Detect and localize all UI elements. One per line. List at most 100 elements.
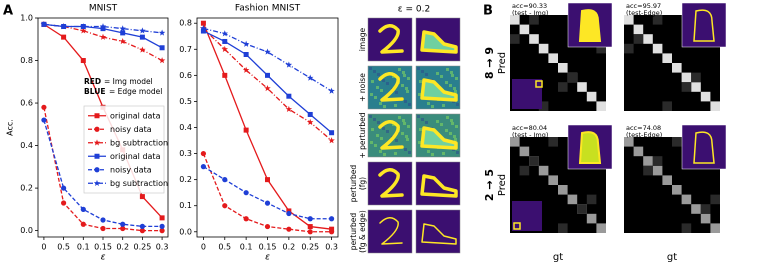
marker	[243, 127, 249, 133]
y-tick-label: 0.0	[20, 226, 33, 235]
noise-speckle	[442, 152, 445, 155]
marker	[286, 210, 292, 217]
row-label: (fg & edge)	[358, 210, 367, 253]
marker	[307, 216, 313, 222]
sample-shape	[379, 217, 403, 245]
noise-speckle	[421, 118, 424, 121]
noise-speckle	[392, 75, 395, 78]
noise-speckle	[398, 116, 401, 119]
marker	[158, 29, 166, 36]
marker	[307, 224, 313, 230]
noise-speckle	[379, 102, 382, 105]
noise-speckle	[406, 138, 409, 141]
matrix-diagonal	[710, 223, 720, 233]
marker	[264, 200, 271, 206]
noise-speckle	[417, 67, 420, 70]
matrix-cell	[529, 156, 539, 166]
marker	[264, 48, 271, 55]
y-tick-label: 0.0	[179, 227, 192, 236]
y-tick-label: 1.0	[20, 14, 33, 23]
matrix-cell	[633, 34, 644, 44]
marker	[328, 229, 335, 235]
noise-speckle	[370, 141, 373, 144]
marker	[120, 225, 126, 232]
noise-speckle	[377, 121, 380, 124]
accuracy-label: acc=95.97	[626, 2, 661, 10]
y-tick-label: 0.4	[20, 141, 33, 150]
x-tick-label: 0.1	[240, 243, 253, 252]
test-label: (test-Edge)	[626, 131, 662, 139]
marker	[93, 139, 101, 146]
marker	[80, 27, 87, 34]
noise-speckle	[405, 87, 408, 90]
marker	[139, 223, 145, 229]
noise-speckle	[383, 105, 386, 108]
marker	[159, 215, 165, 221]
x-tick-label: 0.2	[116, 243, 129, 252]
noise-speckle	[455, 125, 458, 128]
marker	[119, 25, 126, 32]
marker	[41, 104, 47, 110]
noise-speckle	[382, 127, 385, 130]
noise-speckle	[404, 100, 407, 103]
sample-shape	[420, 30, 458, 54]
matrix-diagonal	[538, 165, 549, 176]
row-label: (fg)	[358, 177, 367, 190]
noise-speckle	[442, 104, 445, 107]
inset-shape	[693, 9, 715, 42]
marker	[286, 226, 292, 232]
sample-shape	[378, 24, 404, 54]
noise-speckle	[408, 103, 411, 106]
noise-speckle	[392, 123, 395, 126]
matrix-cell	[529, 15, 539, 25]
marker	[328, 87, 335, 94]
x-tick-label: 0.15	[94, 243, 112, 252]
x-tick-label: 0.25	[301, 243, 319, 252]
annotation: RED	[84, 77, 101, 86]
marker	[286, 93, 292, 99]
matrix-diagonal	[519, 146, 530, 157]
noise-speckle	[454, 138, 457, 141]
marker	[41, 117, 47, 123]
noise-speckle	[373, 70, 376, 73]
matrix-diagonal	[586, 213, 597, 224]
matrix-diagonal	[700, 213, 711, 224]
marker	[286, 208, 292, 214]
marker	[100, 26, 106, 32]
noise-speckle	[395, 91, 398, 94]
x-tick-label: 0.3	[156, 243, 169, 252]
marker	[61, 200, 67, 206]
noise-speckle	[427, 150, 430, 153]
sample-shape	[421, 223, 457, 245]
y-tick-label: 0.2	[179, 175, 192, 184]
matrix-diagonal	[558, 63, 568, 73]
noise-speckle	[455, 77, 458, 80]
legend-label: bg subtraction	[110, 138, 168, 147]
noise-speckle	[436, 72, 439, 75]
legend-label: noisy data	[110, 125, 152, 134]
matrix-diagonal	[624, 15, 634, 25]
noise-speckle	[403, 74, 406, 77]
sample-shape	[420, 174, 458, 198]
noise-speckle	[449, 84, 452, 87]
noise-speckle	[445, 81, 448, 84]
matrix-diagonal	[700, 91, 711, 102]
y-tick-label: 0.2	[20, 184, 33, 193]
marker	[94, 126, 100, 132]
marker	[80, 221, 86, 227]
marker	[265, 72, 270, 78]
marker	[222, 177, 228, 183]
matrix-diagonal	[691, 204, 701, 214]
noise-speckle	[394, 152, 397, 155]
marker	[328, 216, 335, 222]
noise-speckle	[376, 86, 379, 89]
marker	[100, 217, 106, 223]
transition-label: 2 → 5	[483, 169, 496, 201]
matrix-diagonal	[681, 194, 692, 205]
panel-label: B	[483, 4, 493, 19]
marker	[94, 113, 100, 119]
noise-speckle	[373, 118, 376, 121]
marker	[222, 38, 228, 44]
noise-speckle	[446, 116, 449, 119]
marker	[264, 84, 271, 92]
